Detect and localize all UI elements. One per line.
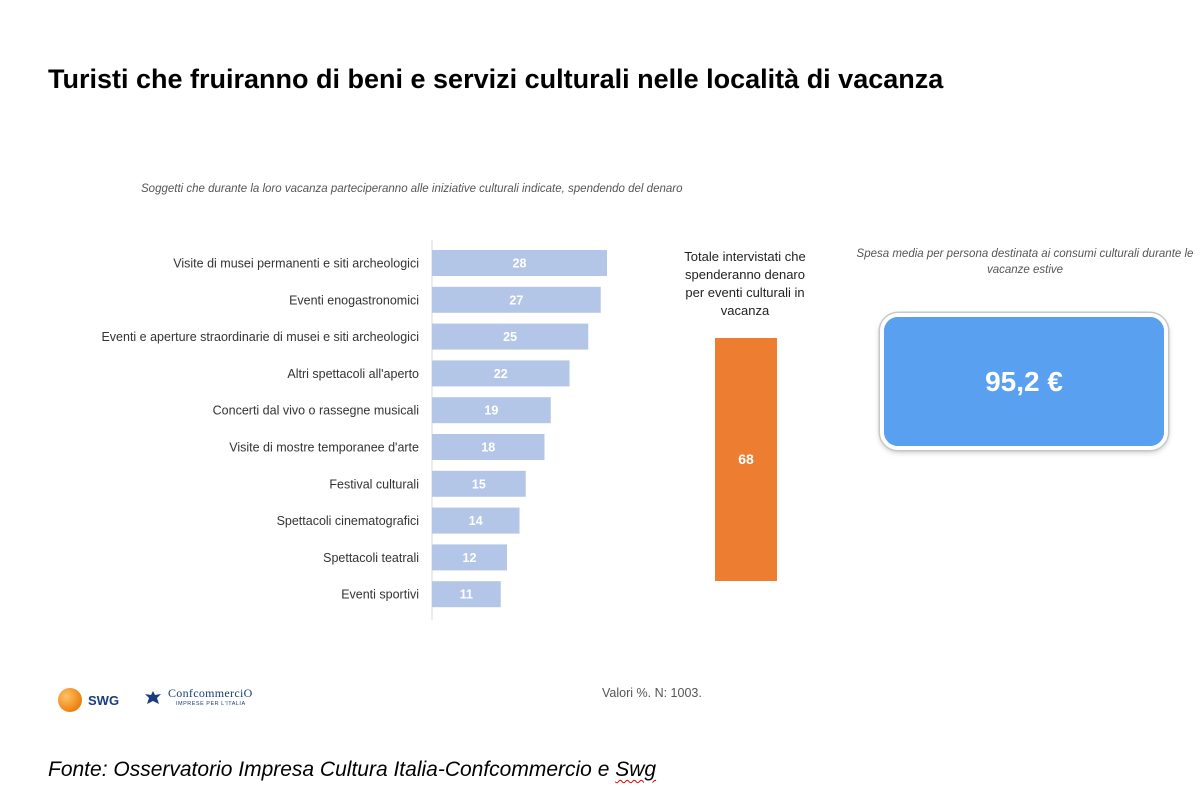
spend-value: 95,2 € [985, 365, 1063, 397]
bar [432, 581, 501, 608]
bar [432, 434, 545, 460]
confcommercio-logo-text: ConfcommerciO [168, 686, 253, 700]
bar-value-label: 12 [463, 551, 477, 565]
category-label: Visite di musei permanenti e siti archeo… [173, 257, 419, 271]
category-label: Altri spettacoli all'aperto [287, 367, 419, 381]
bar-value-label: 19 [484, 404, 498, 418]
category-label: Visite di mostre temporanee d'arte [229, 441, 419, 455]
spend-box: 95,2 € [880, 313, 1168, 450]
spend-caption: Spesa media per persona destinata ai con… [856, 248, 1194, 276]
category-label: Eventi enogastronomici [289, 293, 419, 307]
bar-value-label: 22 [494, 367, 508, 381]
category-label: Festival culturali [329, 477, 419, 491]
category-label: Concerti dal vivo o rassegne musicali [213, 404, 419, 418]
bar-value-label: 11 [460, 588, 473, 602]
confcommercio-tagline: IMPRESE PER L'ITALIA [176, 701, 246, 707]
total-bar-value: 68 [738, 451, 754, 467]
chart-subtitle: Soggetti che durante la loro vacanza par… [141, 183, 683, 195]
bar-value-label: 27 [509, 293, 523, 307]
bar-value-label: 14 [469, 514, 483, 528]
source-caption: Fonte: Osservatorio Impresa Cultura Ital… [48, 758, 656, 782]
sample-note: Valori %. N: 1003. [602, 686, 702, 700]
bar-value-label: 28 [513, 257, 527, 271]
bar [432, 544, 507, 571]
source-text: Fonte: Osservatorio Impresa Cultura Ital… [48, 758, 616, 781]
confcommercio-logo: ConfcommerciO IMPRESE PER L'ITALIA [142, 686, 253, 710]
bar [432, 250, 607, 276]
category-label: Eventi sportivi [341, 588, 419, 602]
category-label: Spettacoli cinematografici [277, 514, 419, 528]
bar [432, 286, 601, 313]
eagle-icon [142, 688, 164, 710]
total-bar [715, 338, 777, 581]
total-bar-title: Totale intervistati che spenderanno dena… [684, 249, 806, 318]
spend-box-fill: 95,2 € [884, 317, 1164, 446]
category-label: Spettacoli teatrali [323, 551, 419, 565]
bar [432, 323, 589, 350]
bar-value-label: 18 [481, 441, 495, 455]
swg-globe-icon [58, 688, 82, 712]
category-label: Eventi e aperture straordinarie di musei… [101, 330, 419, 344]
bar [432, 470, 526, 497]
bar-value-label: 15 [472, 477, 486, 491]
horizontal-bar-chart: Visite di musei permanenti e siti archeo… [101, 240, 607, 620]
swg-logo-text: SWG [88, 692, 120, 708]
swg-logo: SWG [58, 688, 119, 712]
page-title: Turisti che fruiranno di beni e servizi … [48, 64, 944, 94]
bar-value-label: 25 [503, 330, 517, 344]
bar [432, 397, 551, 424]
bar [432, 360, 570, 387]
bar [432, 507, 520, 534]
source-swg: Swg [615, 758, 657, 781]
